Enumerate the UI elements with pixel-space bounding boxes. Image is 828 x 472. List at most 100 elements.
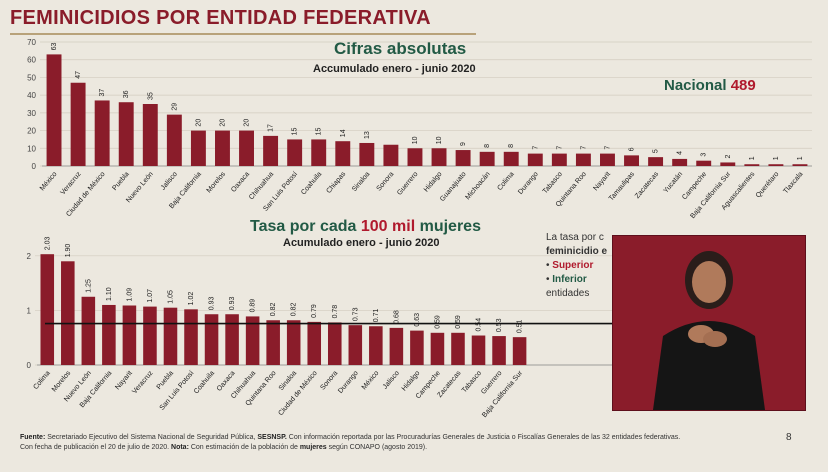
x-category-label: Baja California Sur xyxy=(481,369,524,419)
x-category-label: Veracruz xyxy=(131,369,154,395)
bar-value-label: 6 xyxy=(629,147,636,151)
bar-value-label: 7 xyxy=(532,146,539,150)
y-tick-label: 40 xyxy=(27,91,36,100)
bar xyxy=(471,335,486,365)
nacional-value: 489 xyxy=(730,77,756,94)
bar xyxy=(551,153,567,166)
chart2-title: Tasa por cada 100 mil mujeres xyxy=(250,218,481,236)
y-tick-label: 20 xyxy=(27,127,36,136)
bar-value-label: 1.02 xyxy=(188,292,195,306)
interpreter-face xyxy=(692,261,726,303)
bar xyxy=(190,130,206,166)
bar-value-label: 14 xyxy=(340,129,347,137)
x-category-label: Guerrero xyxy=(396,171,419,197)
x-category-label: Oaxaca xyxy=(230,171,251,194)
bar-value-label: 1.10 xyxy=(106,287,113,301)
bar-value-label: 20 xyxy=(195,119,202,127)
x-category-label: Michoacán xyxy=(465,171,492,202)
bar-value-label: 63 xyxy=(51,43,58,51)
bar xyxy=(348,325,363,365)
bar xyxy=(672,158,688,166)
x-category-label: Tlaxcala xyxy=(782,171,804,196)
x-category-label: Ciudad de México xyxy=(277,370,318,418)
bar xyxy=(239,130,254,166)
bar-value-label: 10 xyxy=(412,136,419,144)
x-category-label: Nayarit xyxy=(114,370,134,392)
x-category-label: Veracruz xyxy=(60,170,83,196)
bar-value-label: 0.71 xyxy=(373,309,380,323)
bar xyxy=(118,102,134,166)
bar xyxy=(143,306,157,365)
sign-language-interpreter-video xyxy=(612,235,806,411)
bar-value-label: 0.79 xyxy=(311,304,318,318)
bar-value-label: 1.07 xyxy=(147,289,154,303)
bar xyxy=(527,153,543,166)
bar-value-label: 0.53 xyxy=(496,318,503,332)
x-category-label: Puebla xyxy=(156,370,175,391)
legend-superior: • Superior xyxy=(546,260,594,271)
bar-value-label: 5 xyxy=(653,149,660,153)
x-category-label: Jalisco xyxy=(382,370,401,391)
bar xyxy=(184,309,198,365)
nacional-label: Nacional xyxy=(664,77,727,94)
bar-value-label: 0.51 xyxy=(517,319,524,333)
bar xyxy=(163,307,178,365)
bar xyxy=(204,314,219,365)
bar xyxy=(479,151,495,166)
x-category-label: Chiapas xyxy=(325,170,347,195)
bar xyxy=(311,139,327,166)
page-number: 8 xyxy=(786,432,792,443)
x-category-label: Nayarit xyxy=(592,171,612,193)
bar xyxy=(407,148,423,166)
bar xyxy=(389,327,404,365)
bar xyxy=(142,104,158,166)
footer-source: Fuente: Secretariado Ejecutivo del Siste… xyxy=(20,434,681,451)
x-category-label: Yucatán xyxy=(663,171,685,195)
bar xyxy=(451,332,465,365)
bar-value-label: 0.54 xyxy=(476,318,483,332)
legend-line2: feminicidio e xyxy=(546,246,608,257)
bar-value-label: 13 xyxy=(364,131,371,139)
bar-value-label: 0.73 xyxy=(352,307,359,321)
bar-value-label: 3 xyxy=(701,153,708,157)
bar xyxy=(287,139,303,166)
bar-value-label: 1.05 xyxy=(167,290,174,304)
bar-value-label: 8 xyxy=(508,144,515,148)
bar xyxy=(600,153,615,166)
bar xyxy=(648,157,664,166)
bar xyxy=(327,322,342,365)
bar xyxy=(696,160,712,166)
bar-value-label: 1 xyxy=(797,156,804,160)
bar-value-label: 1 xyxy=(749,156,756,160)
bar xyxy=(768,164,784,166)
x-category-label: Coahuila xyxy=(193,370,216,396)
x-category-label: Durango xyxy=(517,171,540,196)
bar-value-label: 0.59 xyxy=(434,315,441,329)
bar-value-label: 0.93 xyxy=(209,297,216,311)
x-category-label: México xyxy=(39,171,59,193)
bar-value-label: 20 xyxy=(244,119,251,127)
bar-value-label: 0.82 xyxy=(270,303,277,317)
bar-value-label: 8 xyxy=(484,144,491,148)
bar-value-label: 47 xyxy=(75,71,82,79)
bar xyxy=(225,314,239,365)
bar xyxy=(455,150,471,166)
bar-value-label: 37 xyxy=(99,89,106,97)
x-category-label: Tamaulipas xyxy=(608,170,636,202)
bar xyxy=(266,320,280,365)
bar xyxy=(122,305,137,365)
bar xyxy=(359,142,375,166)
bar xyxy=(503,151,519,166)
bar xyxy=(492,336,506,365)
bar-value-label: 7 xyxy=(580,146,587,150)
bar-value-label: 0.82 xyxy=(291,303,298,317)
y-tick-label: 1 xyxy=(27,306,32,315)
bar-value-label: 0.78 xyxy=(332,305,339,319)
bar-value-label: 9 xyxy=(460,142,467,146)
y-tick-label: 60 xyxy=(27,56,36,65)
chart2-title-num: 100 mil xyxy=(360,218,416,235)
bar xyxy=(166,114,182,166)
x-category-label: Querétaro xyxy=(755,171,781,200)
nacional-total: Nacional 489 xyxy=(664,77,756,94)
bar xyxy=(512,337,527,365)
